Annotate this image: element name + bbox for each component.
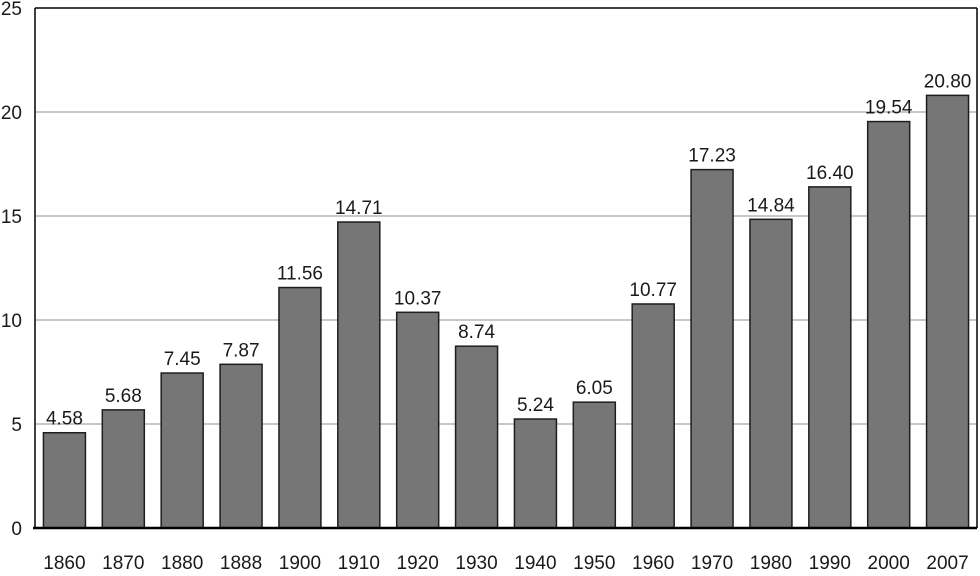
x-tick-label: 1880	[161, 553, 203, 574]
x-tick-label: 1900	[279, 553, 321, 574]
data-label: 6.05	[576, 378, 613, 399]
x-tick-label: 1990	[809, 553, 851, 574]
x-tick-label: 2000	[868, 553, 910, 574]
data-label: 7.45	[164, 349, 201, 370]
bar-1860	[42, 431, 87, 529]
data-label: 4.58	[46, 409, 83, 430]
bar-1960	[631, 303, 675, 529]
bar-1870	[101, 409, 146, 529]
bar-1940	[513, 418, 558, 529]
data-label: 5.68	[105, 386, 142, 407]
data-label: 10.37	[394, 288, 442, 309]
x-tick-label: 1888	[220, 553, 262, 574]
data-label: 14.71	[335, 198, 383, 219]
bar-1888	[219, 363, 263, 529]
y-tick-label: 5	[11, 415, 22, 436]
data-label: 10.77	[629, 280, 677, 301]
y-tick-label: 10	[1, 311, 22, 332]
x-tick-label: 1950	[573, 553, 615, 574]
bar-1910	[337, 221, 381, 529]
x-tick-label: 1970	[691, 553, 733, 574]
data-label: 7.87	[223, 340, 260, 361]
y-tick-label: 20	[1, 103, 22, 124]
x-tick-label: 1930	[455, 553, 497, 574]
data-label: 20.80	[924, 71, 972, 92]
x-tick-label: 2007	[926, 553, 968, 574]
y-tick-label: 25	[1, 0, 22, 20]
y-tick-label: 15	[1, 207, 22, 228]
bar-1970	[690, 168, 734, 529]
bars	[42, 94, 970, 529]
x-tick-label: 1870	[102, 553, 144, 574]
axes	[33, 7, 978, 530]
bar-1990	[808, 186, 852, 529]
x-tick-label: 1940	[514, 553, 556, 574]
data-label: 5.24	[517, 395, 554, 416]
data-label: 17.23	[688, 146, 736, 167]
x-tick-label: 1860	[43, 553, 85, 574]
x-tick-label: 1920	[397, 553, 439, 574]
x-tick-label: 1910	[338, 553, 380, 574]
x-tick-label: 1960	[632, 553, 674, 574]
bar-1900	[278, 286, 322, 529]
bar-1950	[572, 401, 617, 529]
data-label: 19.54	[865, 98, 913, 119]
data-label: 16.40	[806, 163, 854, 184]
data-label: 11.56	[277, 264, 323, 285]
bar-1880	[160, 372, 204, 529]
data-label: 14.84	[747, 195, 795, 216]
bar-2000	[866, 120, 911, 529]
bar-1930	[454, 345, 499, 529]
y-tick-label: 0	[11, 519, 22, 540]
bar-2007	[925, 94, 970, 529]
data-label: 8.74	[458, 322, 495, 343]
bar-1920	[395, 311, 440, 529]
bar-1980	[749, 218, 793, 529]
x-tick-label: 1980	[750, 553, 792, 574]
